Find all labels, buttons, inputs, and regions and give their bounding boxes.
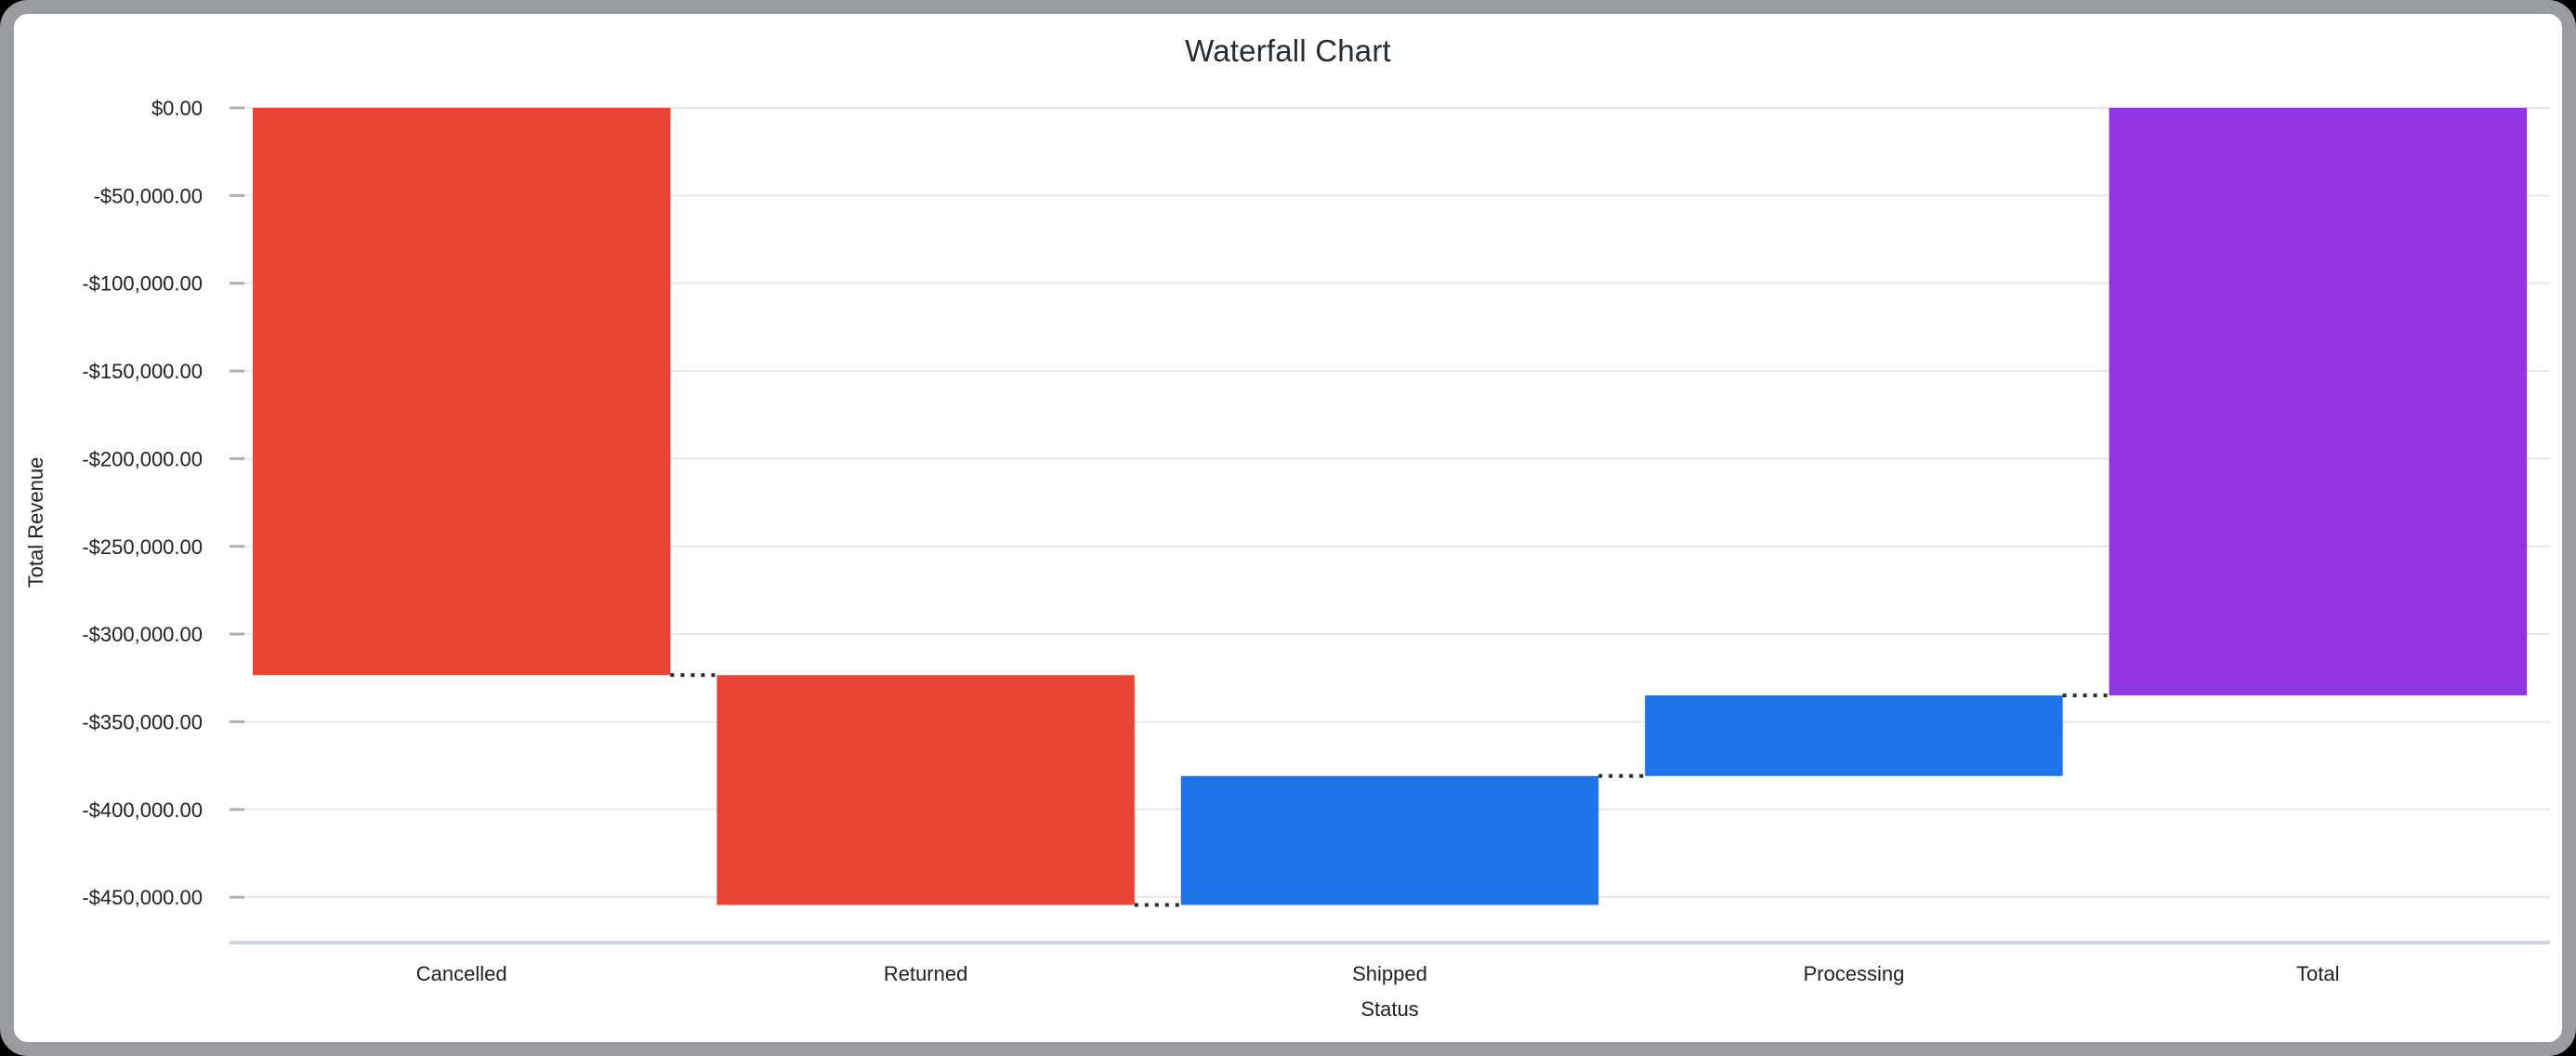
x-category-label: Shipped xyxy=(1352,962,1427,985)
y-tick-label: -$300,000.00 xyxy=(82,623,203,646)
y-tick-label: -$350,000.00 xyxy=(82,710,203,733)
bar-shipped[interactable] xyxy=(1180,775,1599,905)
y-tick-label: -$450,000.00 xyxy=(82,886,203,909)
y-axis-title: Total Revenue xyxy=(24,457,47,588)
y-tick-label: -$400,000.00 xyxy=(82,799,203,822)
bar-total[interactable] xyxy=(2109,108,2528,696)
x-category-label: Cancelled xyxy=(416,962,507,985)
y-tick-label: -$250,000.00 xyxy=(82,535,203,559)
x-category-label: Processing xyxy=(1803,962,1904,985)
y-tick-label: -$50,000.00 xyxy=(94,184,203,207)
chart-title: Waterfall Chart xyxy=(1185,33,1391,68)
y-tick-label: -$200,000.00 xyxy=(82,447,203,470)
y-tick-label: -$100,000.00 xyxy=(82,272,203,296)
y-tick-label: $0.00 xyxy=(151,97,203,120)
y-tick-label: -$150,000.00 xyxy=(82,360,203,383)
x-category-label: Total xyxy=(2296,962,2339,985)
x-axis-title: Status xyxy=(1360,997,1418,1021)
bar-returned[interactable] xyxy=(716,675,1135,905)
x-category-label: Returned xyxy=(884,962,968,985)
bar-cancelled[interactable] xyxy=(252,108,671,676)
bar-processing[interactable] xyxy=(1645,695,2063,776)
